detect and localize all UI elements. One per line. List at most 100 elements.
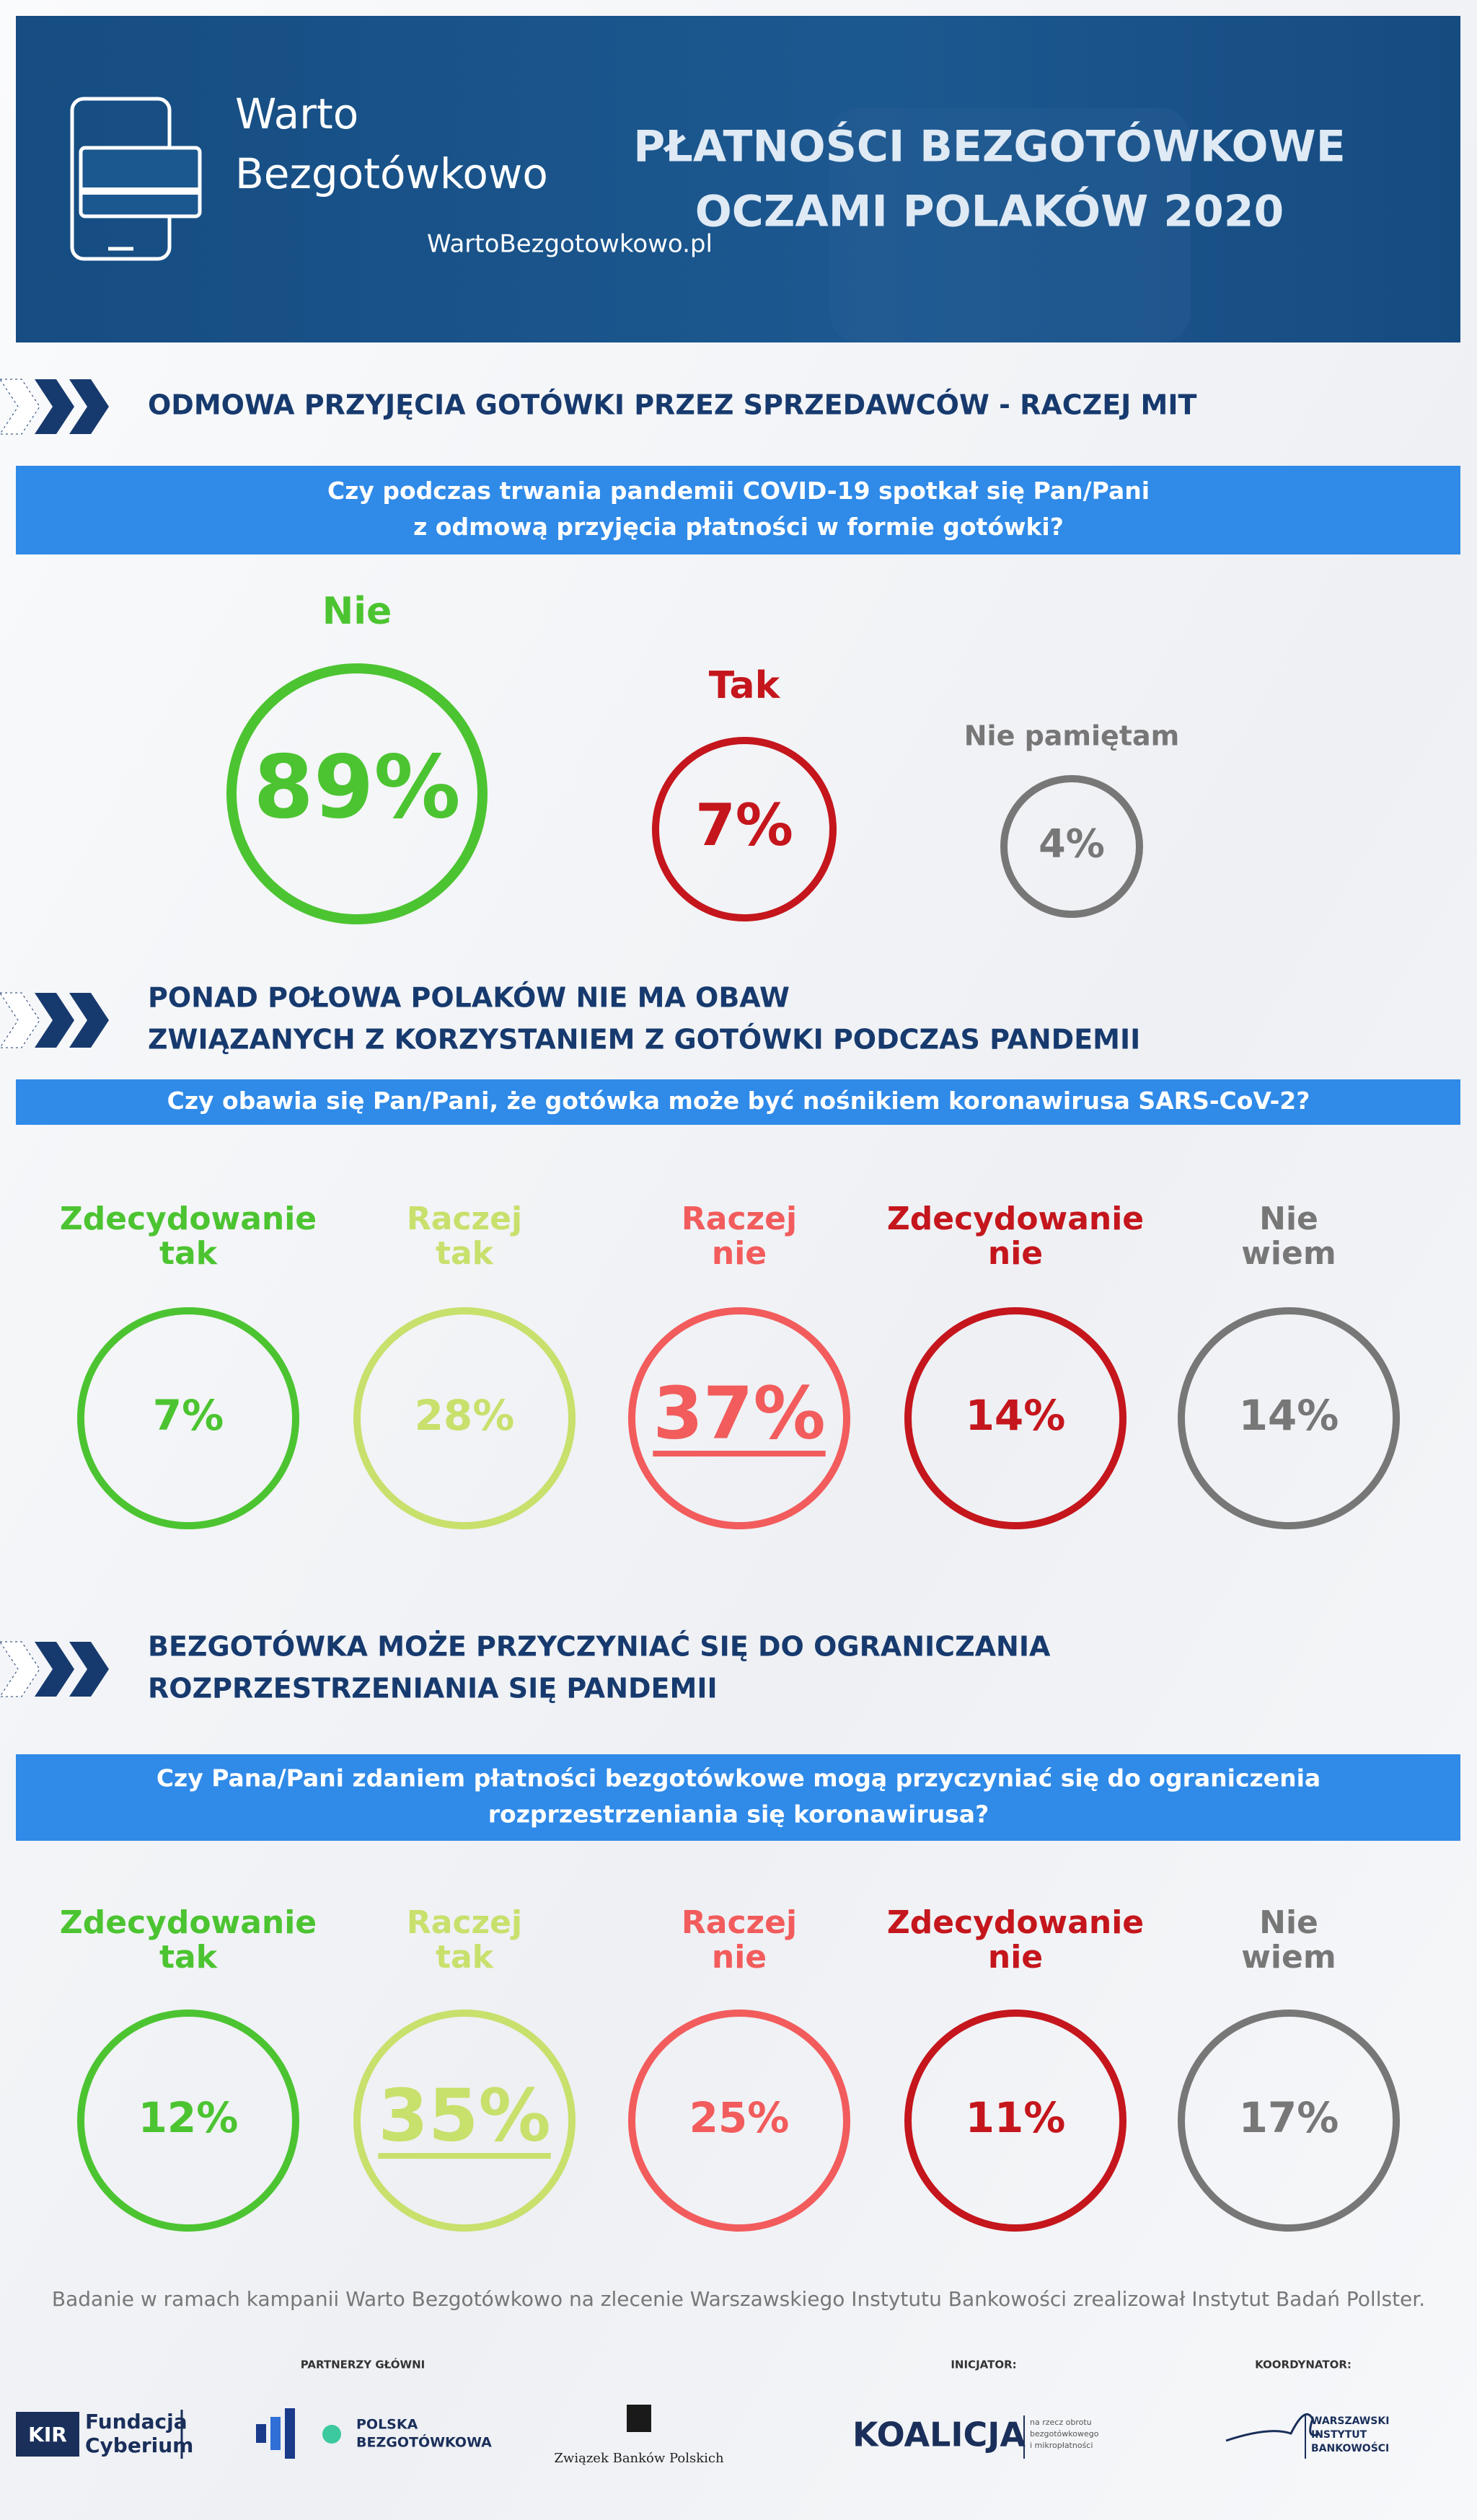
chevron-icon [0,992,40,1048]
answer-value: 7% [695,792,793,859]
answer-value: 11% [966,2093,1066,2142]
answer-label: tak [159,1939,219,1976]
answer-value: 17% [1239,2093,1339,2142]
card-decor [829,108,1190,342]
answer-label: Nie [1259,1904,1318,1941]
answer-label: Zdecydowanie [887,1904,1144,1941]
section-heading: ROZPRZESTRZENIANIA SIĘ PANDEMII [148,1673,718,1705]
answer-value: 4% [1039,821,1105,867]
question-box [16,466,1460,554]
answer-label: Raczej [682,1201,797,1237]
partner-label: INICJATOR: [951,2358,1016,2371]
answer-circle [904,1307,1127,1529]
logo-line2: Bezgotówkowo [235,149,548,198]
answer-circle [628,2010,850,2232]
answer-label: nie [712,1235,767,1272]
answer-circle [1000,775,1143,918]
answer-label: Raczej [407,1904,522,1941]
section-heading: ZWIĄZANYCH Z KORZYSTANIEM Z GOTÓWKI PODC… [148,1024,1140,1056]
answer-circle [652,737,837,921]
section-heading: ODMOWA PRZYJĘCIA GOTÓWKI PRZEZ SPRZEDAWC… [148,389,1196,421]
logo-text: BANKOWOŚCI [1311,2441,1389,2454]
logo-line1: Warto [235,89,358,138]
question-box [16,1079,1460,1125]
question-text: Czy podczas trwania pandemii COVID-19 sp… [327,477,1150,505]
chevron-icon [0,1641,40,1697]
answer-label: tak [159,1235,219,1272]
logo-url: WartoBezgotowkowo.pl [427,230,713,259]
footnote: Badanie w ramach kampanii Warto Bezgotów… [52,2287,1425,2311]
chevron-icon [35,993,74,1048]
answer-circle [628,1307,850,1529]
answer-label: Zdecydowanie [60,1201,317,1237]
chevron-icon [35,379,74,434]
chevron-icon [69,379,109,434]
partner-label: KOORDYNATOR: [1255,2358,1352,2371]
logo-text: POLSKA [356,2417,418,2433]
logo-text: KOALICJA [852,2415,1026,2454]
phone-icon [70,97,202,261]
answer-label: tak [436,1939,495,1976]
logo-text: Fundacja [85,2410,188,2433]
question-text: Czy obawia się Pan/Pani, że gotówka może… [167,1087,1310,1115]
answer-value: 25% [689,2093,790,2142]
question-text: Czy Pana/Pani zdaniem płatności bezgotów… [156,1764,1321,1792]
answer-label: Nie pamiętam [964,720,1179,752]
answer-circle [353,1307,576,1529]
question-box [16,1754,1460,1841]
question-text: z odmową przyjęcia płatności w formie go… [413,513,1064,541]
answer-label: nie [988,1235,1043,1272]
logo-text: na rzecz obrotu [1030,2418,1092,2427]
question-text: rozprzestrzeniania się koronawirusa? [488,1800,989,1829]
logo-text: WARSZAWSKI [1311,2415,1389,2427]
logo-text: BEZGOTÓWKOWA [356,2433,492,2451]
section-heading: BEZGOTÓWKA MOŻE PRZYCZYNIAĆ SIĘ DO OGRAN… [148,1631,1051,1663]
answer-value: 89% [253,738,460,839]
emphasis-underline [378,2153,551,2159]
polska-logo [256,2408,341,2459]
answer-label: nie [988,1939,1043,1976]
answer-label: Tak [709,664,781,707]
answer-label: Nie [322,590,392,633]
answer-value: 14% [966,1391,1066,1440]
answer-label: Zdecydowanie [887,1201,1144,1237]
wib-signature [1225,2413,1321,2442]
answer-value: 14% [1239,1391,1339,1440]
answer-label: tak [436,1235,495,1272]
header-band [16,16,1460,342]
chevron-icon [69,1642,109,1697]
answer-circle [77,2010,299,2232]
answer-label: Zdecydowanie [60,1904,317,1941]
kir-text: KIR [28,2423,67,2446]
answer-label: Raczej [682,1904,797,1941]
chevron-icon [35,1642,74,1697]
answer-value: 28% [415,1391,515,1440]
answer-label: Raczej [407,1201,522,1237]
answer-value: 35% [378,2073,550,2157]
zbp-logo [627,2405,651,2432]
answer-label: wiem [1241,1235,1336,1272]
section-heading: PONAD POŁOWA POLAKÓW NIE MA OBAW [148,982,790,1014]
answer-circle [77,1307,299,1529]
answer-value: 12% [138,2093,239,2142]
logo-text: bezgotówkowego [1030,2429,1099,2439]
header-title: OCZAMI POLAKÓW 2020 [695,186,1284,237]
logo-text: INSTYTUT [1311,2429,1367,2441]
partner-label: PARTNERZY GŁÓWNI [301,2358,426,2371]
answer-value: 7% [153,1391,224,1440]
logo-text: i mikropłatności [1030,2441,1093,2450]
chevron-icon [69,993,109,1048]
logo-text: Cyberium [85,2433,193,2457]
logo-text: Związek Banków Polskich [554,2451,724,2466]
answer-value: 37% [653,1371,825,1455]
chevron-icon [0,379,40,435]
answer-circle [226,663,488,924]
answer-circle [353,2010,576,2232]
kir-logo [16,2412,79,2457]
answer-label: wiem [1241,1939,1336,1976]
answer-circle [1178,1307,1400,1529]
answer-circle [904,2010,1127,2232]
